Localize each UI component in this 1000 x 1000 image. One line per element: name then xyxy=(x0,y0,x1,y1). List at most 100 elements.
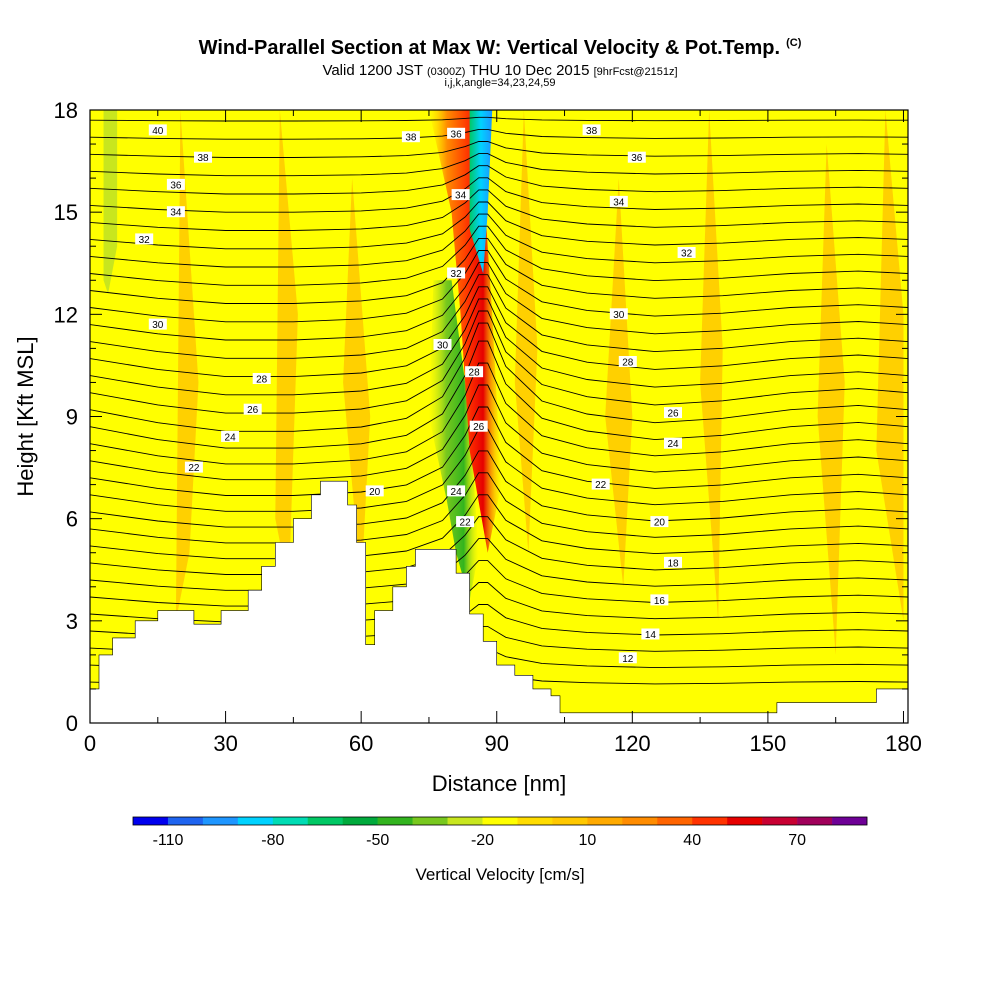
isentrope-label-text: 30 xyxy=(613,310,625,321)
colorbar: -110 -80 -50 -20 10 40 70 Vertical Velocity [cm… xyxy=(132,816,868,884)
isentrope-label: 32 xyxy=(135,233,154,246)
x-tick-label: 120 xyxy=(614,731,651,756)
weak-updraft-band xyxy=(343,178,371,587)
isentrope-label-text: 18 xyxy=(667,558,679,569)
isentrope-label-box xyxy=(618,356,637,367)
isentrope-label: 30 xyxy=(609,308,628,321)
isentrope-label-text: 34 xyxy=(455,191,467,202)
isentrope-label-box xyxy=(650,516,669,528)
isentrope-line xyxy=(90,225,908,286)
colorbar-swatch xyxy=(727,817,763,825)
isentrope-line xyxy=(90,201,908,250)
y-tick-label: 12 xyxy=(54,302,78,327)
weak-updraft-band xyxy=(275,110,298,587)
colorbar-frame xyxy=(132,816,868,826)
isentrope-line xyxy=(90,141,908,158)
isentrope-label-text: 38 xyxy=(586,126,598,137)
colorbar-swatch xyxy=(237,817,274,825)
isentrope-label-text: 36 xyxy=(451,129,463,140)
isentrope-label-text: 16 xyxy=(654,596,666,607)
isentrope-line xyxy=(90,362,908,465)
isentrope-label-text: 24 xyxy=(451,487,463,498)
isentrope-label-box xyxy=(184,461,203,473)
isentrope-label-box xyxy=(252,373,271,384)
colorbar-swatch xyxy=(622,817,658,825)
y-tick-label: 6 xyxy=(66,507,78,532)
isentrope-label-text: 26 xyxy=(667,409,679,420)
isentrope-line xyxy=(90,262,908,341)
weak-downdraft-band xyxy=(103,110,118,294)
isentrope-label: 14 xyxy=(641,628,660,641)
colorbar-tick-label: -50 xyxy=(366,832,389,849)
isentrope-label-box xyxy=(447,485,466,497)
isentrope-label-text: 22 xyxy=(595,480,607,491)
isentrope-label-box xyxy=(451,189,470,201)
subtitle-utc: (0300Z) xyxy=(426,66,466,78)
isentrope-line xyxy=(90,322,908,432)
colorbar-swatch xyxy=(272,817,309,825)
x-tick-label: 180 xyxy=(885,731,922,756)
colorbar-swatch xyxy=(692,817,728,825)
colorbar-swatch xyxy=(377,817,413,825)
isentrope-label-text: 32 xyxy=(139,235,151,246)
colorbar-swatch xyxy=(797,817,833,825)
isentrope-label: 32 xyxy=(677,247,696,260)
colorbar-swatch xyxy=(762,817,798,825)
y-tick-label: 9 xyxy=(66,405,78,430)
weak-updraft-band xyxy=(700,110,723,621)
isentrope-line xyxy=(90,237,908,304)
isentrope-label-box xyxy=(456,516,475,528)
isentrope-line xyxy=(90,189,908,231)
isentrope-label-box xyxy=(609,308,628,320)
isentrope-label: 22 xyxy=(184,461,203,474)
isentrope-label-text: 32 xyxy=(681,249,693,260)
colorbar-swatch xyxy=(412,817,448,825)
isentrope-label: 22 xyxy=(456,516,475,529)
isentrope-label-text: 28 xyxy=(469,368,481,379)
x-tick-label: 150 xyxy=(750,731,787,756)
isentrope-label-text: 20 xyxy=(654,518,666,529)
isentrope-label-box xyxy=(221,430,240,442)
chart-title-text: Wind-Parallel Section at Max W: Vertical… xyxy=(198,37,781,59)
isentrope-label: 26 xyxy=(469,420,488,433)
isentrope-label-box xyxy=(148,318,167,330)
chart-indices: i,j,k,angle=34,23,24,59 xyxy=(444,77,556,89)
isentrope-line xyxy=(90,250,908,323)
isentrope-label: 16 xyxy=(650,594,669,607)
isentrope-label-box xyxy=(677,247,696,258)
colorbar-tick-label: -80 xyxy=(261,832,284,849)
contour-labels: 40 38 36 34 32 30 28 26 24 22 20 38 36 34 32 30 28 26 24 22… xyxy=(135,124,696,665)
isentrope-label: 20 xyxy=(650,516,669,529)
isentrope-label: 18 xyxy=(664,556,682,569)
isentrope-label-box xyxy=(135,233,154,245)
isentrope-label: 34 xyxy=(451,189,470,202)
isentrope-label-box xyxy=(433,339,452,350)
isentrope-label: 30 xyxy=(433,339,452,352)
isentrope-label-box xyxy=(618,652,637,664)
isentrope-label: 32 xyxy=(447,267,466,280)
isentrope-label-box xyxy=(591,478,610,490)
isentrope-label-box xyxy=(166,206,185,218)
isentrope-label-box xyxy=(243,403,262,415)
isentrope-label-text: 32 xyxy=(451,269,463,280)
subtitle-date: THU 10 Dec 2015 xyxy=(469,62,590,79)
isentrope-label-box xyxy=(469,420,488,432)
isentrope-label: 34 xyxy=(609,195,628,208)
colorbar-tick-label: -110 xyxy=(153,832,184,849)
isentrope-label-text: 36 xyxy=(631,153,643,164)
isentrope-line xyxy=(90,165,908,195)
weak-updraft-band xyxy=(175,110,199,621)
colorbar-label: Vertical Velocity [cm/s] xyxy=(415,865,584,884)
isentrope-label-text: 34 xyxy=(613,197,625,208)
chart-title: Wind-Parallel Section at Max W: Vertical… xyxy=(0,37,1000,60)
isentrope-label-text: 14 xyxy=(645,630,657,641)
isentrope-label: 28 xyxy=(465,366,484,379)
isentrope-label-box xyxy=(148,124,167,136)
colorbar-swatch xyxy=(133,817,169,825)
isentrope-label-box xyxy=(166,178,185,190)
isentrope-label-text: 24 xyxy=(667,439,679,450)
isentrope-label-text: 36 xyxy=(170,180,182,191)
colorbar-tick-label: 70 xyxy=(788,832,806,849)
isentrope-line xyxy=(90,177,908,213)
